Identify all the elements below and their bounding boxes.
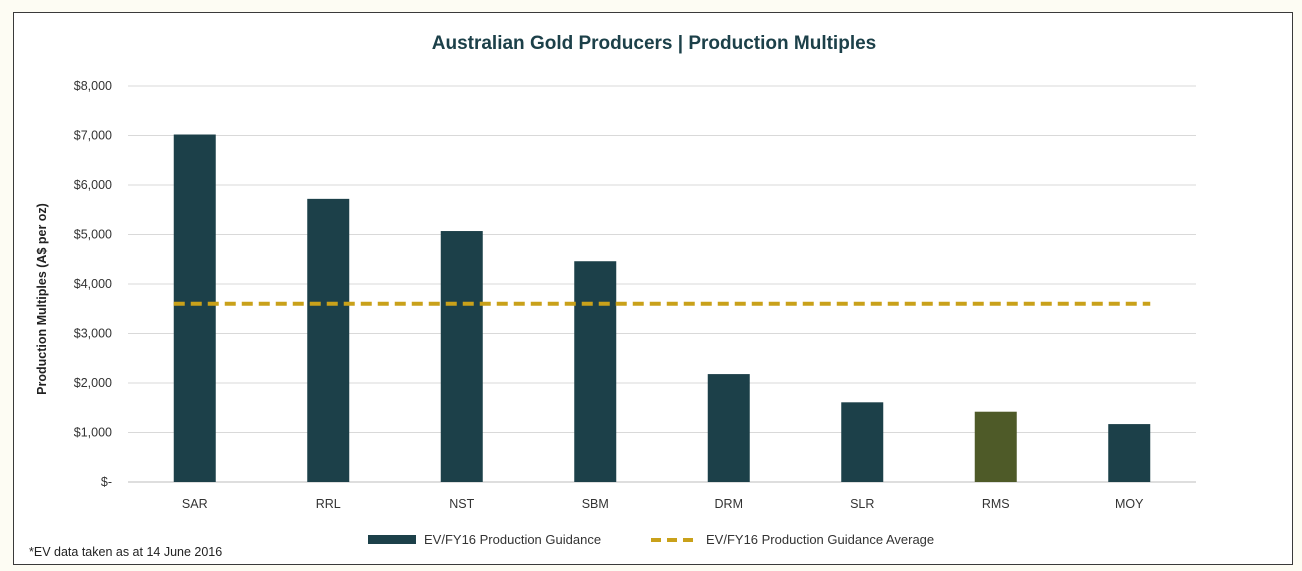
bar-sbm bbox=[574, 261, 617, 482]
x-tick-label: RMS bbox=[982, 497, 1010, 511]
x-tick-label: DRM bbox=[715, 497, 743, 511]
x-tick-label: SAR bbox=[182, 497, 208, 511]
x-tick-label: SBM bbox=[582, 497, 609, 511]
y-tick-label: $2,000 bbox=[74, 376, 112, 390]
x-axis-ticks: SAR RRL NST SBM DRM SLR RMS MOY bbox=[182, 497, 1144, 511]
y-tick-label: $- bbox=[101, 475, 112, 489]
legend-label-average: EV/FY16 Production Guidance Average bbox=[706, 532, 934, 547]
chart-frame bbox=[13, 12, 1293, 565]
y-tick-label: $3,000 bbox=[74, 327, 112, 341]
y-tick-label: $5,000 bbox=[74, 228, 112, 242]
footnote: *EV data taken as at 14 June 2016 bbox=[29, 545, 222, 559]
y-tick-label: $6,000 bbox=[74, 178, 112, 192]
bar-slr bbox=[841, 402, 884, 482]
y-tick-label: $8,000 bbox=[74, 79, 112, 93]
legend: EV/FY16 Production Guidance EV/FY16 Prod… bbox=[368, 532, 934, 547]
y-tick-label: $7,000 bbox=[74, 129, 112, 143]
x-tick-label: SLR bbox=[850, 497, 874, 511]
bar-moy bbox=[1108, 424, 1151, 482]
bar-rms bbox=[974, 411, 1017, 482]
x-tick-label: RRL bbox=[316, 497, 341, 511]
y-axis-label: Production Multiples (A$ per oz) bbox=[35, 203, 49, 395]
x-tick-label: MOY bbox=[1115, 497, 1144, 511]
y-axis-ticks: $- $1,000 $2,000 $3,000 $4,000 $5,000 $6,000 $7… bbox=[74, 79, 112, 489]
bar-nst bbox=[440, 231, 483, 482]
bars bbox=[173, 134, 1151, 483]
legend-label-bar: EV/FY16 Production Guidance bbox=[424, 532, 601, 547]
legend-swatch-bar bbox=[368, 535, 416, 544]
y-tick-label: $1,000 bbox=[74, 426, 112, 440]
bar-sar bbox=[173, 134, 216, 482]
x-tick-label: NST bbox=[449, 497, 474, 511]
gridlines bbox=[128, 85, 1196, 483]
y-tick-label: $4,000 bbox=[74, 277, 112, 291]
bar-drm bbox=[707, 374, 750, 482]
bar-rrl bbox=[307, 198, 350, 483]
chart-title: Australian Gold Producers | Production M… bbox=[432, 33, 876, 54]
